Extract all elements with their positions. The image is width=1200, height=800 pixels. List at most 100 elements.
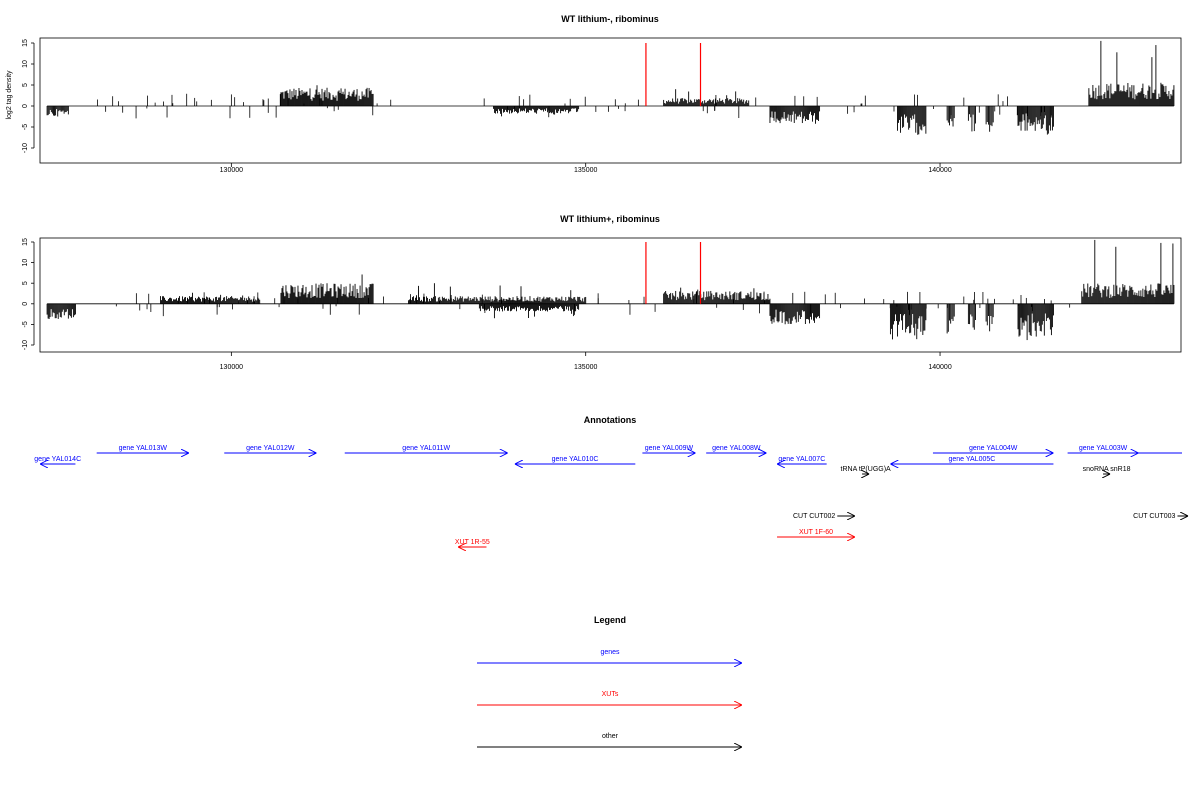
feature-label: gene YAL010C: [552, 456, 599, 463]
feature-gene-yal004w: gene YAL004W: [932, 445, 1054, 453]
y-tick-label: 5: [22, 281, 29, 285]
feature-label: gene YAL003W: [1079, 445, 1128, 452]
x-tick-label: 130000: [220, 364, 243, 371]
coverage-bars: [46, 40, 1175, 135]
y-tick-label: 10: [22, 259, 29, 267]
coverage-bars: [46, 239, 1175, 341]
feature-cut-cut003: CUT CUT003: [1133, 513, 1189, 520]
feature-gene-yal009w: gene YAL009W: [642, 445, 696, 453]
feature-label: gene YAL008W: [712, 445, 761, 452]
feature-label: gene YAL011W: [402, 445, 450, 452]
feature-label: gene YAL005C: [949, 456, 996, 463]
feature-gene-yal005c: gene YAL005C: [890, 456, 1054, 464]
feature-xut-1r-55: XUT 1R-55: [455, 539, 490, 547]
coverage-track-plus: [408, 283, 587, 304]
feature-xut-1f-60: XUT 1F-60: [777, 529, 855, 537]
coverage-track-minus: [946, 303, 955, 334]
coverage-track-plus: [663, 89, 750, 106]
y-tick-label: 0: [22, 302, 29, 306]
coverage-panel-lithium-plus: WT lithium+, ribominus -10 -5 0 5 10 15 130000…: [22, 214, 1182, 371]
coverage-track-minus: [967, 106, 976, 132]
coverage-track-minus: [478, 303, 580, 319]
feature-label: gene YAL012W: [246, 445, 295, 452]
coverage-track-minus: [46, 106, 69, 117]
feature-label: CUT CUT002: [793, 513, 835, 520]
feature-label: gene YAL009W: [645, 445, 694, 452]
y-tick-label: 15: [22, 39, 29, 47]
annotations-title: Annotations: [584, 415, 637, 425]
feature-label: tRNA tP(UGG)A: [841, 466, 892, 473]
coverage-track-plus: [1081, 239, 1175, 304]
x-tick-label: 140000: [928, 167, 951, 174]
panel-title: WT lithium+, ribominus: [560, 214, 660, 224]
legend-label: other: [602, 733, 619, 740]
legend-label: genes: [600, 649, 620, 656]
feature-gene-yal008w: gene YAL008W: [706, 445, 767, 453]
coverage-track-plus: [280, 274, 374, 304]
feature-label: XUT 1F-60: [799, 529, 833, 536]
feature-label: gene YAL007C: [778, 456, 825, 463]
legend-label: XUTs: [602, 691, 619, 698]
feature-gene-yal012w: gene YAL012W: [224, 445, 317, 453]
panel-title: WT lithium-, ribominus: [561, 14, 659, 24]
coverage-track-minus: [946, 106, 955, 127]
y-tick-label: 0: [22, 104, 29, 108]
y-tick-label: 5: [22, 83, 29, 87]
coverage-track-minus: [1017, 303, 1054, 341]
feature-label: gene YAL014C: [34, 456, 81, 463]
y-tick-label: 10: [22, 60, 29, 68]
coverage-track-plus: [280, 85, 374, 106]
y-tick-label: -5: [22, 321, 29, 327]
coverage-track-plus: [1088, 40, 1175, 106]
x-tick-label: 130000: [220, 167, 243, 174]
feature-label: CUT CUT003: [1133, 513, 1175, 520]
coverage-track-minus: [889, 303, 927, 340]
x-tick-label: 135000: [574, 167, 597, 174]
x-tick-label: 140000: [928, 364, 951, 371]
feature-snorna-snr18: snoRNA snR18: [1083, 466, 1131, 474]
y-tick-label: -10: [22, 340, 29, 350]
annotation-features: gene YAL014C gene YAL013W gene YAL012W gene…: [34, 445, 1189, 547]
coverage-track-minus: [769, 303, 821, 325]
legend-item-genes: genes: [477, 649, 742, 663]
coverage-track-minus: [897, 106, 927, 135]
feature-trna-tp-ugg-a: tRNA tP(UGG)A: [841, 466, 892, 474]
feature-gene-yal003w: gene YAL003W: [1067, 445, 1139, 453]
y-tick-label: 15: [22, 238, 29, 246]
axes: -10 -5 0 5 10 15 130000 135000 140000: [22, 39, 952, 174]
feature-gene-yal011w: gene YAL011W: [344, 445, 508, 453]
feature-gene-yal007c: gene YAL007C: [777, 456, 827, 464]
y-tick-label: -5: [22, 124, 29, 130]
plot-frame: [39, 237, 1182, 353]
coverage-track-plus: [663, 287, 771, 304]
coverage-track-minus: [46, 303, 76, 319]
axes: -10 -5 0 5 10 15 130000 135000 140000: [22, 238, 952, 371]
feature-gene-yal013w: gene YAL013W: [96, 445, 189, 453]
x-tick-label: 135000: [574, 364, 597, 371]
legend-item-other: other: [477, 733, 742, 747]
feature-label: XUT 1R-55: [455, 539, 490, 546]
plot-frame: [39, 37, 1182, 164]
coverage-track-minus: [985, 303, 994, 332]
feature-gene-yal010c: gene YAL010C: [514, 456, 636, 464]
coverage-track-minus: [1017, 106, 1054, 135]
feature-label: gene YAL013W: [119, 445, 168, 452]
feature-gene-yal014c: gene YAL014C: [34, 456, 81, 464]
y-tick-label: -10: [22, 143, 29, 153]
legend-items: genes XUTs other: [477, 649, 742, 747]
coverage-track-plus: [160, 292, 261, 304]
coverage-panel-lithium-minus: WT lithium-, ribominus log2 tag density …: [6, 14, 1182, 174]
legend: Legend genes XUTs other: [477, 615, 742, 747]
feature-label: snoRNA snR18: [1083, 466, 1131, 473]
coverage-track-minus: [769, 106, 821, 124]
legend-title: Legend: [594, 615, 626, 625]
feature-cut-cut002: CUT CUT002: [793, 513, 855, 520]
coverage-track-minus: [985, 106, 994, 132]
coverage-track-minus: [967, 303, 976, 330]
legend-item-xuts: XUTs: [477, 691, 742, 705]
y-axis-label: log2 tag density: [6, 70, 13, 120]
feature-label: gene YAL004W: [969, 445, 1018, 452]
coverage-track-minus: [493, 106, 580, 117]
